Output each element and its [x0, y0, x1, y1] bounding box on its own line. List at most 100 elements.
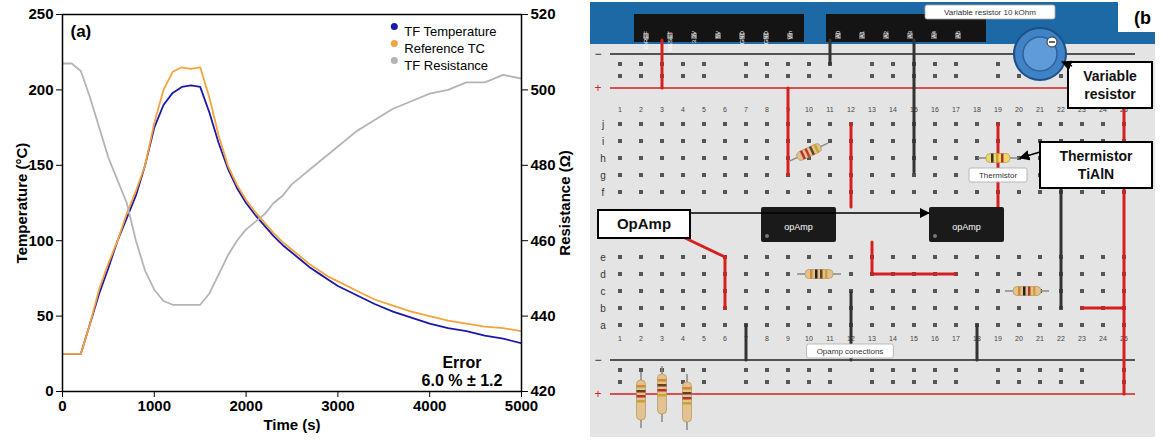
svg-text:+: +: [594, 387, 601, 401]
svg-text:GND: GND: [739, 30, 745, 44]
svg-text:200: 200: [28, 81, 53, 98]
svg-text:250: 250: [28, 5, 53, 22]
svg-text:GND: GND: [763, 30, 769, 44]
svg-text:opAmp: opAmp: [952, 222, 981, 232]
svg-text:TF Resistance: TF Resistance: [404, 58, 488, 73]
svg-text:13: 13: [868, 106, 876, 113]
svg-text:e: e: [600, 252, 606, 263]
svg-text:c: c: [601, 286, 606, 297]
svg-text:13: 13: [868, 335, 876, 342]
svg-text:Variable: Variable: [1083, 68, 1137, 84]
svg-text:2: 2: [639, 106, 643, 113]
svg-text:14: 14: [889, 335, 897, 342]
svg-text:Reference TC: Reference TC: [404, 41, 485, 56]
svg-text:150: 150: [28, 156, 53, 173]
svg-text:16: 16: [931, 335, 939, 342]
svg-text:1000: 1000: [138, 397, 171, 414]
svg-text:RESET: RESET: [667, 31, 673, 51]
svg-text:A0: A0: [835, 30, 841, 38]
svg-text:Vin: Vin: [787, 31, 793, 40]
svg-text:Resistance (Ω): Resistance (Ω): [556, 150, 573, 255]
svg-text:Opamp conections: Opamp conections: [817, 347, 884, 356]
svg-text:OpAmp: OpAmp: [617, 215, 671, 232]
svg-text:500: 500: [531, 81, 556, 98]
svg-text:11: 11: [826, 106, 833, 113]
svg-text:21: 21: [1036, 106, 1044, 113]
svg-text:21: 21: [1036, 335, 1044, 342]
svg-text:1: 1: [618, 106, 622, 113]
svg-text:2000: 2000: [229, 397, 262, 414]
svg-text:Time (s): Time (s): [263, 416, 320, 433]
svg-text:d: d: [600, 269, 606, 280]
svg-text:h: h: [600, 153, 606, 164]
svg-text:15: 15: [910, 335, 918, 342]
svg-text:TiAlN: TiAlN: [1078, 166, 1114, 182]
svg-text:14: 14: [889, 106, 897, 113]
svg-text:19: 19: [994, 335, 1002, 342]
svg-text:+: +: [594, 81, 601, 95]
svg-text:17: 17: [952, 335, 960, 342]
svg-text:6: 6: [723, 106, 727, 113]
svg-text:440: 440: [531, 307, 556, 324]
svg-text:2: 2: [639, 335, 643, 342]
svg-text:3: 3: [660, 335, 664, 342]
svg-text:A3: A3: [907, 30, 913, 38]
svg-text:b: b: [600, 303, 606, 314]
svg-text:i: i: [602, 136, 604, 147]
svg-text:−: −: [594, 353, 601, 367]
svg-text:50: 50: [37, 307, 54, 324]
svg-text:3000: 3000: [321, 397, 354, 414]
svg-text:Thermistor: Thermistor: [979, 171, 1018, 180]
svg-text:12: 12: [847, 106, 855, 113]
svg-text:8: 8: [765, 335, 769, 342]
svg-text:Error6.0 % ± 1.2: Error6.0 % ± 1.2: [422, 354, 503, 389]
svg-text:3: 3: [660, 106, 664, 113]
svg-text:Temperature (°C): Temperature (°C): [13, 143, 30, 264]
svg-text:10: 10: [805, 106, 813, 113]
svg-text:(b: (b: [1134, 8, 1151, 28]
svg-text:0: 0: [45, 382, 53, 399]
svg-text:A4: A4: [931, 30, 937, 38]
svg-text:A1: A1: [859, 30, 865, 38]
svg-text:17: 17: [952, 106, 960, 113]
svg-text:4000: 4000: [413, 397, 446, 414]
svg-text:23: 23: [1078, 335, 1086, 342]
svg-text:10: 10: [805, 335, 813, 342]
svg-text:j: j: [601, 119, 604, 130]
svg-text:Thermistor: Thermistor: [1059, 148, 1133, 164]
svg-text:5000: 5000: [505, 397, 538, 414]
svg-text:100: 100: [28, 232, 53, 249]
svg-text:a: a: [600, 320, 606, 331]
svg-text:0: 0: [58, 397, 66, 414]
svg-text:480: 480: [531, 156, 556, 173]
svg-text:6: 6: [723, 335, 727, 342]
svg-text:Variable resistor 10 kOhm: Variable resistor 10 kOhm: [944, 8, 1036, 17]
svg-text:4: 4: [681, 335, 685, 342]
svg-text:8: 8: [765, 106, 769, 113]
svg-text:20: 20: [1015, 335, 1023, 342]
svg-text:A5: A5: [955, 30, 961, 38]
svg-text:4: 4: [681, 106, 685, 113]
svg-text:22: 22: [1057, 106, 1065, 113]
svg-text:16: 16: [931, 106, 939, 113]
svg-text:resistor: resistor: [1084, 86, 1136, 102]
svg-text:9: 9: [786, 335, 790, 342]
svg-text:5: 5: [702, 335, 706, 342]
svg-text:420: 420: [531, 382, 556, 399]
svg-text:20: 20: [1015, 106, 1023, 113]
svg-text:22: 22: [1057, 335, 1065, 342]
svg-text:3.3V: 3.3V: [691, 31, 697, 43]
svg-text:A2: A2: [883, 30, 889, 38]
svg-text:1: 1: [618, 335, 622, 342]
svg-text:24: 24: [1099, 335, 1107, 342]
svg-text:5: 5: [702, 106, 706, 113]
svg-text:g: g: [600, 170, 606, 181]
svg-text:f: f: [602, 187, 605, 198]
svg-text:(a): (a): [71, 22, 92, 41]
svg-text:18: 18: [973, 106, 981, 113]
svg-text:5V: 5V: [715, 31, 721, 38]
svg-text:19: 19: [994, 106, 1002, 113]
svg-text:−: −: [594, 47, 601, 61]
svg-text:TF Temperature: TF Temperature: [404, 24, 496, 39]
svg-text:7: 7: [744, 106, 748, 113]
